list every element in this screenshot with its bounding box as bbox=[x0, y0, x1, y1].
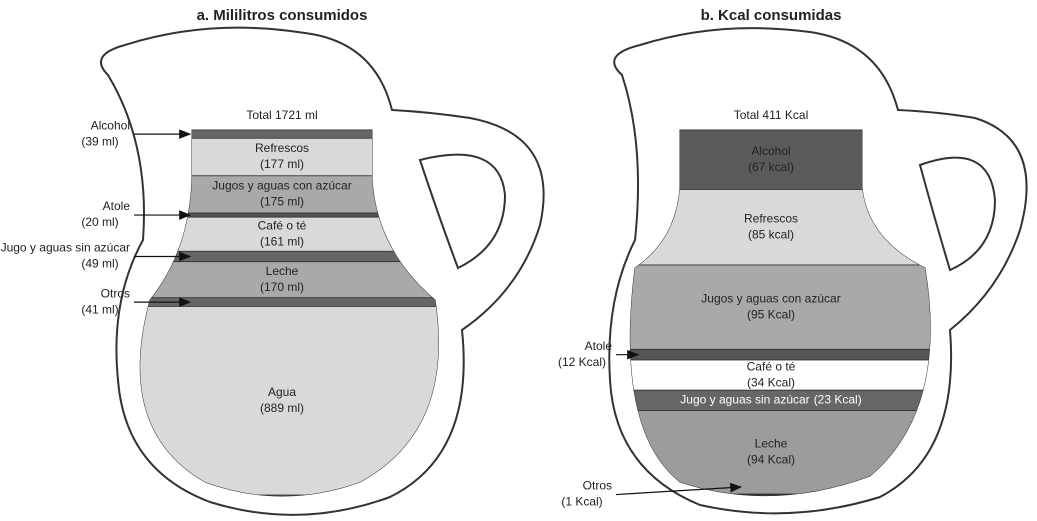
value-label: (49 ml) bbox=[81, 257, 118, 271]
segment-label: Atole bbox=[103, 199, 131, 213]
segment-label: Café o té bbox=[258, 218, 307, 232]
segment-label: Leche bbox=[755, 437, 788, 451]
segment-label: Otros bbox=[583, 479, 612, 493]
segment bbox=[630, 493, 931, 496]
arrow bbox=[615, 482, 743, 496]
value-label: (34 Kcal) bbox=[747, 375, 795, 389]
value-label: (20 ml) bbox=[81, 215, 118, 229]
value-label: (175 ml) bbox=[260, 195, 304, 209]
value-label: (39 ml) bbox=[81, 134, 118, 148]
value-label: (889 ml) bbox=[260, 401, 304, 415]
value-label: (95 Kcal) bbox=[747, 307, 795, 321]
segment-label: Jugo y aguas sin azúcar (23 Kcal) bbox=[680, 393, 861, 407]
segment-label: Atole bbox=[585, 339, 613, 353]
total-label: Total 1721 ml bbox=[246, 108, 317, 122]
value-label: (41 ml) bbox=[81, 302, 118, 316]
segment-label: Jugos y aguas con azúcar bbox=[212, 179, 351, 193]
segment-name: Jugo y aguas sin azúcar bbox=[680, 393, 809, 407]
value-label: (23 Kcal) bbox=[814, 393, 862, 407]
value-label: (94 Kcal) bbox=[747, 453, 795, 467]
value-label: (161 ml) bbox=[260, 234, 304, 248]
value-label: (170 ml) bbox=[260, 280, 304, 294]
segment bbox=[630, 264, 931, 350]
segment-label: Otros bbox=[101, 286, 130, 300]
chart-title: a. Mililitros consumidos bbox=[197, 7, 368, 24]
segment-label: Café o té bbox=[747, 359, 796, 373]
segment-label: Refrescos bbox=[255, 141, 309, 155]
segment-label: Alcohol bbox=[91, 118, 130, 132]
value-label: (177 ml) bbox=[260, 157, 304, 171]
segment-label: Refrescos bbox=[744, 211, 798, 225]
value-label: (12 Kcal) bbox=[558, 355, 606, 369]
segment-label: Jugos y aguas con azúcar bbox=[701, 291, 840, 305]
segment-label: Alcohol bbox=[751, 144, 790, 158]
chart-title: b. Kcal consumidas bbox=[701, 7, 842, 24]
value-label: (1 Kcal) bbox=[561, 495, 602, 509]
segment-label: Leche bbox=[266, 264, 299, 278]
value-label: (85 kcal) bbox=[748, 227, 794, 241]
segment bbox=[630, 359, 931, 391]
segment-label: Agua bbox=[268, 385, 296, 399]
segment-label: Jugo y aguas sin azúcar bbox=[1, 241, 130, 255]
value-label: (67 kcal) bbox=[748, 160, 794, 174]
total-label: Total 411 Kcal bbox=[734, 108, 809, 122]
